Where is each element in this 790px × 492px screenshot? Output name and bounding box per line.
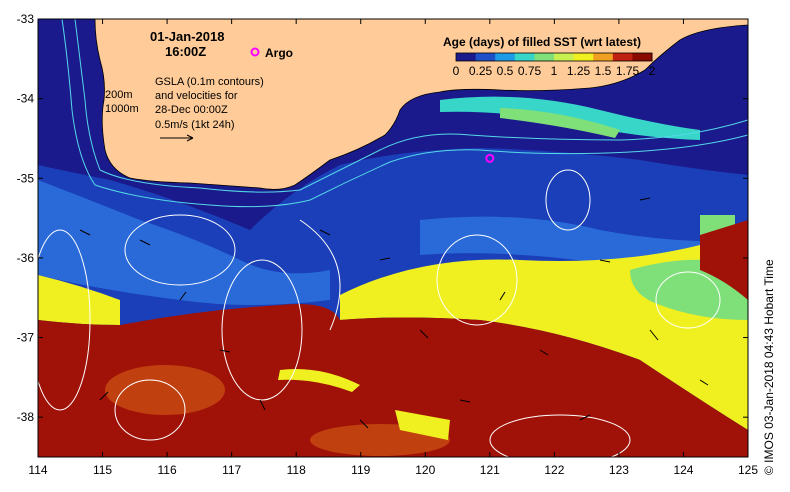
australia-land [94,19,748,190]
x-tick-label: 116 [158,463,177,477]
colorbar-tick-label: 1.25 [567,64,591,78]
colorbar-swatch [612,53,633,61]
dark-red-south [38,304,748,457]
colorbar-ticks: 0 0.25 0.5 0.75 1 1.25 1.5 1.75 2 [453,64,656,78]
x-tick-label: 124 [673,463,693,477]
colorbar-tick-label: 1.75 [616,64,640,78]
brown-patch-west [105,365,225,415]
colorbar-tick-label: 0.25 [469,64,493,78]
colorbar-swatch [632,53,653,61]
x-tick-label: 114 [28,463,47,477]
yellow-band-west [38,275,120,325]
y-tick-label: -33 [17,12,35,26]
colorbar-swatch [475,53,496,61]
x-tick-label: 120 [415,463,435,477]
y-tick-label: -35 [17,171,35,185]
colorbar-swatch [456,53,477,61]
blue-patch-west [38,180,330,305]
x-tick-label: 117 [222,463,241,477]
y-tick-label: -38 [17,410,35,424]
x-tick-label: 115 [93,463,112,477]
x-tick-label: 125 [738,463,758,477]
coastal-green-strip [500,108,620,138]
x-axis: 114 115 116 117 118 119 120 121 122 123 124 125 [28,19,758,477]
contour-1000m-label: 1000m [105,103,139,115]
x-tick-label: 123 [609,463,629,477]
colorbar-swatch [514,53,535,61]
map-layers [38,19,748,457]
imos-credit: © IMOS 03-Jan-2018 04:43 Hobart Time [762,259,776,475]
x-tick-label: 118 [287,463,306,477]
x-tick-label: 121 [480,463,500,477]
colorbar-tick-label: 0 [453,64,460,78]
bathy-1000m [61,19,748,208]
gsla-line-1: GSLA (0.1m contours) [155,76,264,88]
colorbar-swatch [554,53,575,61]
y-tick-label: -37 [17,331,35,345]
gsla-line-3: 28-Dec 00:00Z [155,104,228,116]
colorbar-swatch [573,53,594,61]
y-axis: -33 -34 -35 -36 -37 -38 [17,12,748,424]
colorbar [455,52,653,62]
scale-arrow-head [186,134,194,142]
map-time: 16:00Z [165,44,206,59]
dark-red-east [700,220,748,300]
argo-legend-marker [250,47,260,57]
colorbar-swatch [593,53,614,61]
bathy-200m [74,19,748,193]
gsla-line-2: and velocities for [155,90,238,102]
colorbar-tick-label: 1 [551,64,558,78]
velocity-arrows [79,197,709,429]
yellow-streak-1 [278,369,360,392]
contour-200m-label: 200m [105,89,133,101]
colorbar-tick-label: 0.5 [497,64,514,78]
colorbar-tick-label: 0.75 [518,64,542,78]
map-date: 01-Jan-2018 [150,29,224,44]
plot-frame [37,18,749,458]
colorbar-tick-label: 1.5 [595,64,612,78]
y-tick-label: -36 [17,251,35,265]
argo-float-marker [485,153,495,163]
colorbar-frame [455,52,653,62]
colorbar-swatch [534,53,555,61]
yellow-streak-2 [395,410,450,440]
colorbar-title: Age (days) of filled SST (wrt latest) [443,35,641,49]
x-tick-label: 122 [544,463,564,477]
x-tick-label: 119 [351,463,370,477]
y-tick-label: -34 [17,92,35,106]
colorbar-swatch [495,53,516,61]
gsla-contours [38,169,721,457]
scale-label: 0.5m/s (1kt 24h) [155,119,234,131]
argo-label: Argo [265,46,293,60]
colorbar-tick-label: 2 [649,64,656,78]
